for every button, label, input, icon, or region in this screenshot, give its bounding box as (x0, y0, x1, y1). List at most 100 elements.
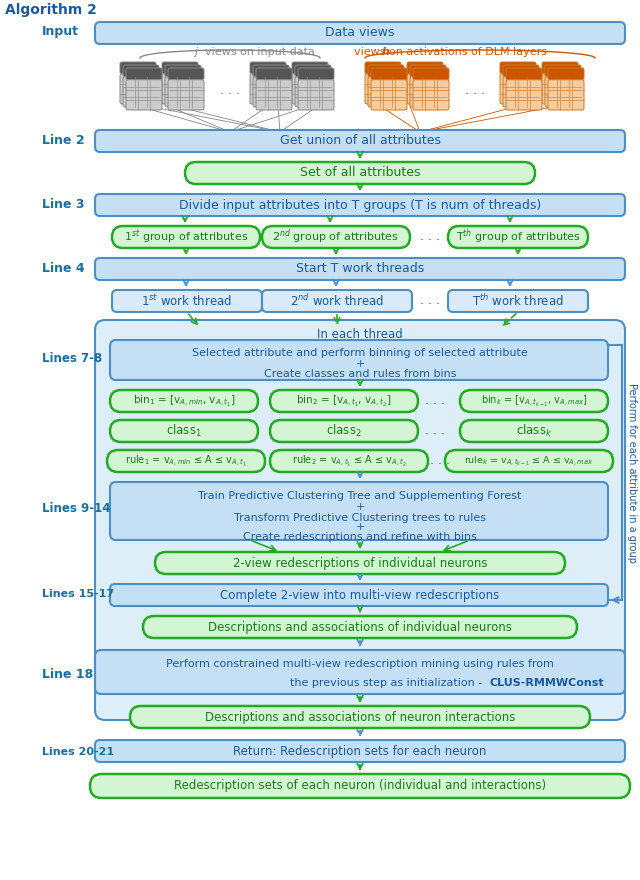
FancyBboxPatch shape (407, 74, 443, 104)
FancyBboxPatch shape (95, 740, 625, 762)
FancyBboxPatch shape (410, 77, 446, 107)
Text: the previous step as initialization -: the previous step as initialization - (290, 678, 486, 688)
Text: . . .: . . . (420, 295, 440, 307)
FancyBboxPatch shape (365, 74, 401, 104)
FancyBboxPatch shape (95, 22, 625, 44)
FancyBboxPatch shape (95, 258, 625, 280)
FancyBboxPatch shape (413, 68, 449, 80)
Text: Selected attribute and perform binning of selected attribute: Selected attribute and perform binning o… (192, 348, 528, 358)
FancyBboxPatch shape (506, 80, 542, 110)
FancyBboxPatch shape (500, 74, 536, 104)
Text: bin$_k$ = [v$_{A,t_{k-1}}$, v$_{A,max}$]: bin$_k$ = [v$_{A,t_{k-1}}$, v$_{A,max}$] (481, 393, 588, 408)
FancyBboxPatch shape (120, 74, 156, 104)
Text: CLUS-RMMWConst: CLUS-RMMWConst (490, 678, 605, 688)
Text: Get union of all attributes: Get union of all attributes (280, 135, 440, 148)
FancyBboxPatch shape (545, 77, 581, 107)
FancyBboxPatch shape (123, 77, 159, 107)
FancyBboxPatch shape (112, 226, 260, 248)
Text: Input: Input (42, 26, 79, 39)
Text: Lines 9-14: Lines 9-14 (42, 502, 111, 515)
Text: Perform for each attribute in a group: Perform for each attribute in a group (627, 383, 637, 563)
FancyBboxPatch shape (162, 62, 198, 74)
FancyBboxPatch shape (262, 226, 410, 248)
FancyBboxPatch shape (368, 77, 404, 107)
Text: . . .: . . . (220, 84, 240, 97)
Text: . . .: . . . (430, 454, 450, 467)
Text: Create classes and rules from bins: Create classes and rules from bins (264, 369, 456, 379)
Text: Return: Redescription sets for each neuron: Return: Redescription sets for each neur… (234, 744, 486, 758)
Text: Perform constrained multi-view redescription mining using rules from: Perform constrained multi-view redescrip… (166, 659, 554, 669)
FancyBboxPatch shape (256, 80, 292, 110)
Text: rule$_2$ = v$_{A,t_1}$ ≤ A ≤ v$_{A,t_2}$: rule$_2$ = v$_{A,t_1}$ ≤ A ≤ v$_{A,t_2}$ (292, 453, 406, 468)
Text: 2$^{nd}$ group of attributes: 2$^{nd}$ group of attributes (273, 228, 399, 246)
FancyBboxPatch shape (500, 62, 536, 74)
FancyBboxPatch shape (126, 68, 162, 80)
Text: 2$^{nd}$ work thread: 2$^{nd}$ work thread (290, 293, 384, 309)
FancyBboxPatch shape (120, 62, 156, 74)
Text: +: + (355, 522, 365, 532)
FancyBboxPatch shape (295, 65, 331, 77)
FancyBboxPatch shape (168, 80, 204, 110)
FancyBboxPatch shape (295, 77, 331, 107)
Text: . . .: . . . (425, 424, 445, 437)
FancyBboxPatch shape (143, 616, 577, 638)
Text: Data views: Data views (325, 26, 395, 40)
Text: In each thread: In each thread (317, 327, 403, 341)
FancyBboxPatch shape (448, 226, 588, 248)
FancyBboxPatch shape (298, 68, 334, 80)
Text: 1$^{st}$ group of attributes: 1$^{st}$ group of attributes (124, 228, 248, 246)
Text: bin$_1$ = [v$_{A,min}$, v$_{A,t_1}$]: bin$_1$ = [v$_{A,min}$, v$_{A,t_1}$] (132, 393, 236, 408)
Text: j: j (195, 47, 198, 57)
FancyBboxPatch shape (548, 80, 584, 110)
FancyBboxPatch shape (165, 77, 201, 107)
Text: Divide input attributes into T groups (T is num of threads): Divide input attributes into T groups (T… (179, 199, 541, 211)
FancyBboxPatch shape (270, 390, 418, 412)
Text: rule$_k$ = v$_{A,t_{k-1}}$ ≤ A ≤ v$_{A,max}$: rule$_k$ = v$_{A,t_{k-1}}$ ≤ A ≤ v$_{A,m… (464, 454, 594, 468)
Text: Lines 20-21: Lines 20-21 (42, 747, 114, 757)
FancyBboxPatch shape (110, 340, 608, 380)
Text: h: h (382, 47, 390, 57)
Text: Line 18: Line 18 (42, 668, 93, 680)
Text: Algorithm 2: Algorithm 2 (5, 3, 97, 17)
FancyBboxPatch shape (292, 74, 328, 104)
Text: . . .: . . . (465, 84, 485, 97)
FancyBboxPatch shape (445, 450, 613, 472)
FancyBboxPatch shape (365, 62, 401, 74)
Text: Descriptions and associations of neuron interactions: Descriptions and associations of neuron … (205, 710, 515, 723)
Text: Train Predictive Clustering Tree and Supplementing Forest: Train Predictive Clustering Tree and Sup… (198, 491, 522, 501)
Text: Line 3: Line 3 (42, 197, 84, 210)
Text: views on activations of DLM layers: views on activations of DLM layers (353, 47, 547, 57)
Text: class$_k$: class$_k$ (516, 423, 552, 439)
FancyBboxPatch shape (253, 77, 289, 107)
FancyBboxPatch shape (126, 80, 162, 110)
Text: Set of all attributes: Set of all attributes (300, 166, 420, 180)
Text: Line 2: Line 2 (42, 134, 84, 146)
FancyBboxPatch shape (256, 68, 292, 80)
Text: . . .: . . . (425, 394, 445, 407)
FancyBboxPatch shape (107, 450, 265, 472)
FancyBboxPatch shape (407, 62, 443, 74)
Text: T$^{th}$ work thread: T$^{th}$ work thread (472, 293, 564, 309)
FancyBboxPatch shape (545, 65, 581, 77)
Text: views on input data: views on input data (205, 47, 315, 57)
FancyBboxPatch shape (95, 320, 625, 720)
Text: Lines 7-8: Lines 7-8 (42, 351, 102, 364)
FancyBboxPatch shape (371, 68, 407, 80)
FancyBboxPatch shape (253, 65, 289, 77)
Text: Create redescriptions and refine with bins: Create redescriptions and refine with bi… (243, 532, 477, 542)
FancyBboxPatch shape (112, 290, 262, 312)
FancyBboxPatch shape (95, 650, 625, 694)
FancyBboxPatch shape (270, 420, 418, 442)
FancyBboxPatch shape (270, 450, 428, 472)
Text: Redescription sets of each neuron (individual and interactions): Redescription sets of each neuron (indiv… (174, 780, 546, 793)
FancyBboxPatch shape (542, 74, 578, 104)
FancyBboxPatch shape (413, 80, 449, 110)
FancyBboxPatch shape (168, 68, 204, 80)
FancyBboxPatch shape (542, 62, 578, 74)
FancyBboxPatch shape (250, 62, 286, 74)
Text: class$_2$: class$_2$ (326, 423, 362, 439)
FancyBboxPatch shape (95, 130, 625, 152)
Text: Lines 15-17: Lines 15-17 (42, 589, 114, 599)
Text: Line 4: Line 4 (42, 261, 84, 275)
FancyBboxPatch shape (95, 194, 625, 216)
